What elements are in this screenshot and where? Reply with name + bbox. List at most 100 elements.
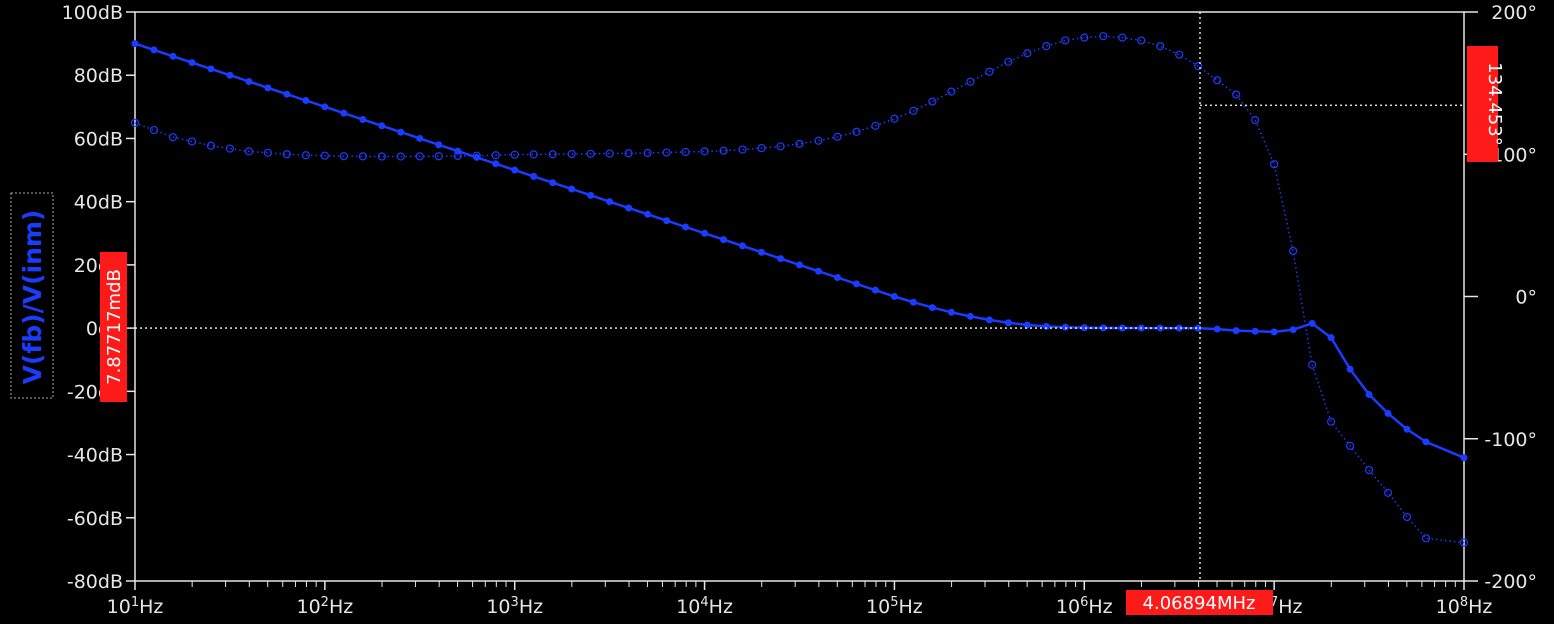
magnitude-point [416,134,424,142]
phase-point [814,136,823,145]
phase-point [1042,42,1051,51]
phase-point [377,152,386,161]
phase-point [434,152,443,161]
x-tick-label: 103Hz [486,595,543,618]
phase-point [605,149,614,158]
phase-point [149,125,159,135]
phase-point [244,147,254,156]
magnitude-point [890,293,898,300]
magnitude-point [264,84,272,92]
magnitude-point [795,261,803,269]
x-tick-label: 108Hz [1436,595,1493,618]
phase-point [263,148,273,157]
magnitude-point [1213,325,1221,333]
cursor-freq-label: 4.06894MHz [1143,593,1256,614]
phase-point [358,152,367,161]
phase-point [225,144,235,153]
y-left-tick-label: 80dB [74,65,123,87]
magnitude-point [549,179,557,187]
phase-point [320,151,329,160]
magnitude-point [985,316,993,324]
magnitude-point [169,52,177,60]
magnitude-point [947,308,955,316]
magnitude-point [1251,327,1259,335]
magnitude-point [720,236,728,244]
x-tick-label: 102Hz [296,595,353,618]
magnitude-point [1042,322,1050,330]
magnitude-point [435,141,443,149]
magnitude-point [492,160,500,168]
phase-point [985,67,994,76]
magnitude-point [511,166,519,174]
phase-point [187,137,197,146]
phase-point [1459,538,1469,547]
phase-point [206,141,216,150]
magnitude-point [682,223,690,231]
phase-point [1345,441,1355,450]
magnitude-point [1365,390,1373,398]
y-right-tick-label: 100° [1491,144,1537,166]
magnitude-point [625,204,633,212]
magnitude-point [1061,323,1069,331]
magnitude-point [1403,425,1411,433]
phase-point [1156,42,1165,51]
phase-point [510,150,519,159]
magnitude-point [340,109,348,117]
y-left-tick-label: -80dB [67,571,123,593]
magnitude-line [134,42,1465,459]
magnitude-point [644,210,652,218]
phase-point [301,151,310,160]
phase-point [1061,36,1070,45]
phase-point [776,142,785,151]
y-right-tick-label: 200° [1491,2,1537,24]
phase-point [624,149,633,158]
magnitude-point [1327,334,1335,342]
magnitude-point [207,65,215,73]
phase-point [1421,534,1431,543]
phase-point [396,152,405,161]
cursor-mag-badge [100,252,127,402]
phase-point [282,150,291,159]
x-tick-label: 105Hz [866,595,923,618]
phase-point [1251,116,1260,125]
magnitude-point [1460,454,1468,462]
magnitude-point [1080,324,1088,332]
y-right-tick-label: 0° [1515,287,1537,309]
ylabel-box [10,192,54,399]
magnitude-point [245,78,253,86]
phase-point [1137,36,1146,45]
cursor-mag-label: 7.87717mdB [104,269,125,385]
phase-point [947,87,956,96]
magnitude-point [321,103,329,111]
phase-point [1194,61,1203,71]
cursor-phase-badge [1467,46,1498,162]
phase-point [339,152,348,161]
magnitude-point [568,185,576,193]
phase-point [928,97,937,106]
phase-point [719,146,728,155]
magnitude-point [1346,365,1354,373]
magnitude-point [1004,319,1012,327]
magnitude-point [1232,327,1240,335]
x-tick-label: 104Hz [676,595,733,618]
phase-point [130,118,140,128]
magnitude-point [777,255,785,263]
magnitude-point [833,274,841,282]
phase-point [643,148,652,158]
y-right-tick-label: -100° [1484,429,1537,451]
phase-point [852,127,861,136]
magnitude-point [283,90,291,98]
magnitude-point [1289,326,1297,334]
phase-point [795,139,804,148]
phase-point [1402,512,1412,522]
phase-point [1270,160,1279,169]
x-tick-label: 106Hz [1056,595,1113,618]
magnitude-point [909,298,917,306]
y-left-tick-label: -40dB [67,445,123,467]
magnitude-point [131,40,139,48]
magnitude-point [302,97,310,105]
phase-point [738,145,747,154]
magnitude-point [530,172,538,180]
phase-point [472,151,481,160]
